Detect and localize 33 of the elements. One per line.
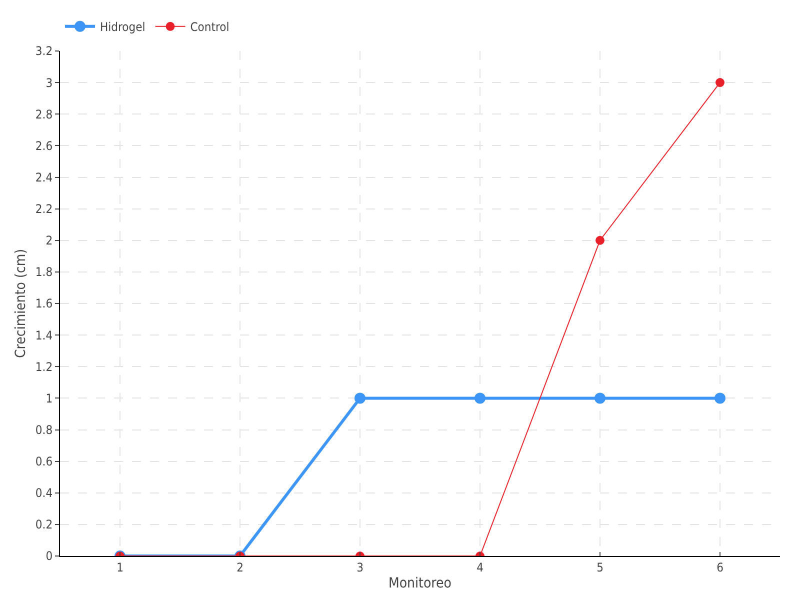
point	[474, 392, 486, 404]
point	[354, 392, 366, 404]
y-tick-label: 2.2	[35, 202, 53, 216]
legend-label: Hidrogel	[100, 20, 146, 34]
y-tick-label: 2.6	[35, 138, 53, 153]
y-axis-title: Crecimiento (cm)	[13, 248, 30, 358]
y-tick-label: 0	[46, 549, 53, 564]
y-tick-label: 0.4	[35, 486, 53, 500]
x-tick-label: 2	[236, 560, 244, 574]
y-tick-label: 1.4	[35, 328, 53, 342]
y-tick-label: 0.2	[35, 518, 53, 532]
y-tick-label: 0.8	[35, 422, 53, 437]
x-axis-title: Monitoreo	[388, 576, 452, 592]
legend-label: Control	[190, 20, 230, 34]
y-tick-label: 0.6	[35, 454, 53, 469]
y-tick-label: 2.8	[35, 107, 53, 122]
point	[716, 78, 724, 88]
y-tick-label: 1.6	[35, 296, 53, 311]
y-tick-label: 3.2	[35, 44, 53, 58]
y-tick-label: 3	[46, 76, 53, 90]
x-tick-label: 6	[716, 560, 724, 574]
point	[714, 392, 726, 404]
x-tick-label: 5	[596, 560, 604, 574]
point	[594, 392, 606, 404]
y-tick-label: 2.4	[35, 170, 53, 184]
y-tick-label: 1.2	[35, 360, 53, 374]
y-tick-label: 2	[46, 234, 53, 248]
x-tick-label: 1	[116, 560, 124, 574]
x-tick-label: 4	[476, 560, 484, 574]
y-tick-label: 1	[46, 391, 53, 406]
x-tick-label: 3	[356, 560, 364, 574]
y-tick-label: 1.8	[35, 265, 53, 280]
point	[596, 236, 604, 245]
